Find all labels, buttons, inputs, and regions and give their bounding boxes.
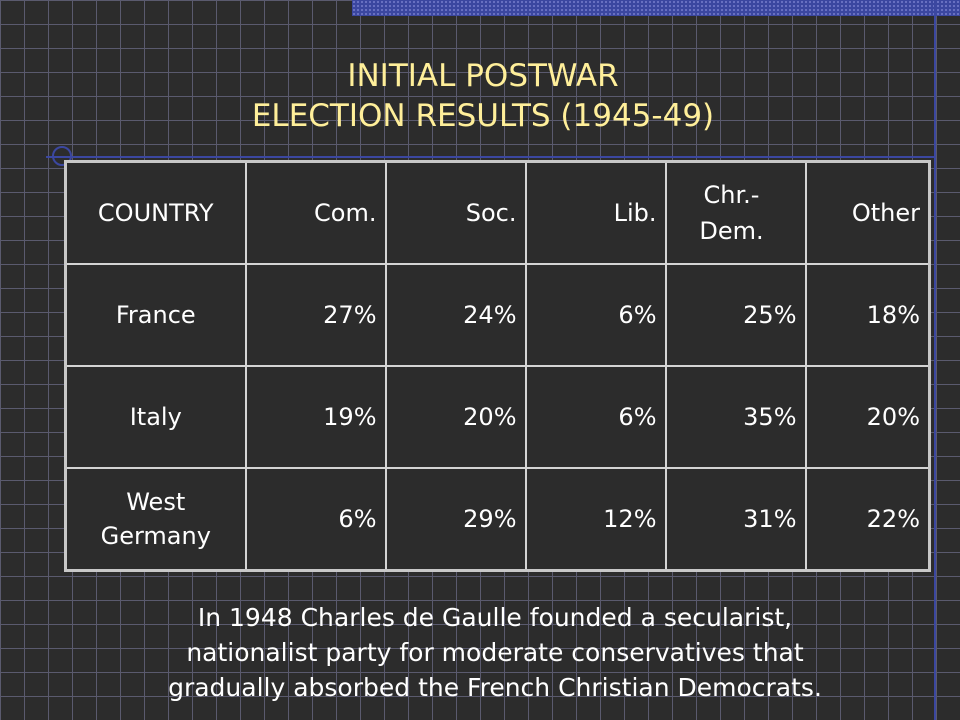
title-line-2: ELECTION RESULTS (1945-49)	[251, 98, 715, 134]
table-cell: 35%	[664, 365, 807, 469]
slide-title: INITIAL POSTWAR ELECTION RESULTS (1945-4…	[0, 56, 960, 136]
header-socialist: Soc.	[384, 160, 527, 265]
table-cell: 24%	[384, 263, 527, 367]
table-header-row: COUNTRY Com. Soc. Lib. Chr.- Dem. Other	[64, 160, 931, 265]
table-cell: 18%	[804, 263, 931, 367]
note-line-3: gradually absorbed the French Christian …	[168, 673, 822, 702]
table-cell: 25%	[664, 263, 807, 367]
title-line-1: INITIAL POSTWAR	[347, 58, 619, 94]
note-line-1: In 1948 Charles de Gaulle founded a secu…	[197, 603, 793, 632]
country-line-1: West	[126, 488, 186, 516]
table-cell: 6%	[524, 365, 667, 469]
header-communist: Com.	[244, 160, 387, 265]
table-cell: 12%	[524, 467, 667, 572]
table-cell: 20%	[804, 365, 931, 469]
table-row: West Germany 6% 29% 12% 31% 22%	[64, 467, 931, 572]
header-christian-democrat: Chr.- Dem.	[664, 160, 807, 265]
table-row: Italy 19% 20% 6% 35% 20%	[64, 365, 931, 469]
decorative-horizontal-line	[52, 156, 936, 158]
header-other: Other	[804, 160, 931, 265]
row-country-italy: Italy	[64, 365, 247, 469]
table-cell: 27%	[244, 263, 387, 367]
table-cell: 22%	[804, 467, 931, 572]
decorative-header-bar	[352, 0, 960, 16]
row-country-west-germany: West Germany	[64, 467, 247, 572]
note-line-2: nationalist party for moderate conservat…	[186, 638, 804, 667]
table-cell: 31%	[664, 467, 807, 572]
decorative-vertical-line	[934, 0, 936, 720]
footnote-text: In 1948 Charles de Gaulle founded a secu…	[0, 600, 960, 705]
header-chr-line-2: Dem.	[699, 217, 764, 245]
table-cell: 19%	[244, 365, 387, 469]
header-chr-line-1: Chr.-	[703, 181, 760, 209]
election-results-table: COUNTRY Com. Soc. Lib. Chr.- Dem. Other …	[64, 160, 931, 572]
header-country: COUNTRY	[64, 160, 247, 265]
country-line-2: Germany	[100, 522, 211, 550]
table-cell: 20%	[384, 365, 527, 469]
table-cell: 6%	[244, 467, 387, 572]
table-cell: 29%	[384, 467, 527, 572]
header-liberal: Lib.	[524, 160, 667, 265]
decorative-circle-icon	[52, 146, 72, 166]
row-country-france: France	[64, 263, 247, 367]
table-cell: 6%	[524, 263, 667, 367]
table-row: France 27% 24% 6% 25% 18%	[64, 263, 931, 367]
